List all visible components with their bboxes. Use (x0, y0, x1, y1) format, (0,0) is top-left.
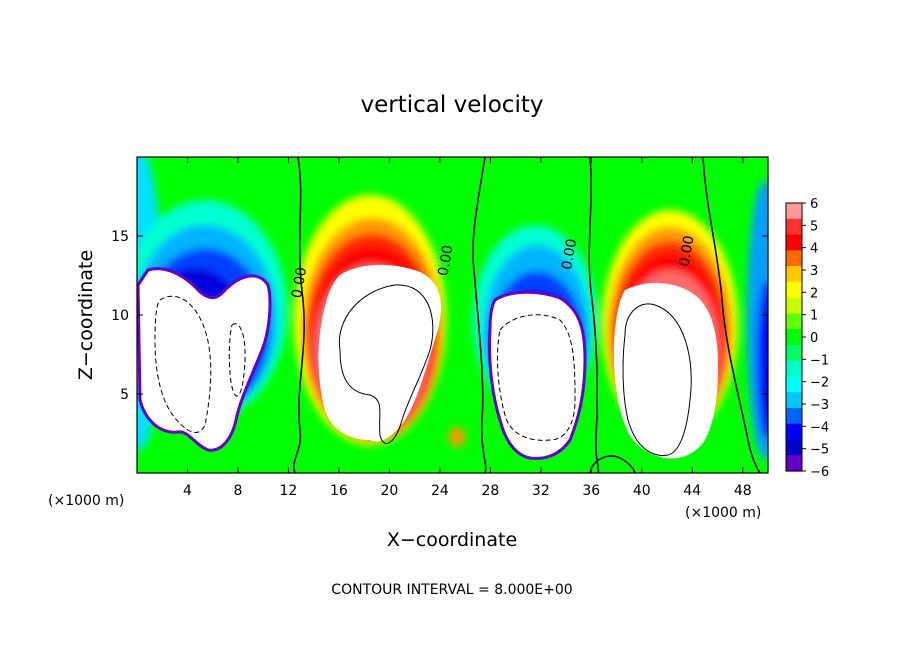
colorbar: 6 5 4 3 2 1 0 −1 −2 −3 −4 −5 −6 (785, 197, 829, 480)
colorbar-swatch (786, 360, 802, 378)
colorbar-tick-label: −3 (810, 398, 829, 413)
positive-contours (338, 284, 692, 456)
colorbar-swatch (786, 218, 802, 236)
colorbar-tick-label: −5 (810, 443, 829, 458)
zero-contours (293, 157, 761, 473)
contour-labels: 0.00 0.00 0.00 0.00 (289, 234, 698, 299)
y-tick-label: 15 (111, 229, 129, 245)
contour-label: 0.00 (676, 234, 697, 267)
y-tick-label: 10 (111, 308, 129, 324)
x-tick-label: 8 (233, 483, 242, 499)
y-ticks: 5 10 15 (111, 229, 768, 403)
colorbar-tick-label: 6 (810, 197, 818, 212)
colorbar-swatch (786, 329, 802, 346)
contour-label: 0.00 (289, 266, 310, 299)
x-tick-label: 44 (683, 483, 701, 499)
colorbar-swatch (786, 313, 802, 330)
x-tick-label: 40 (633, 483, 651, 499)
colorbar-swatch (786, 344, 802, 362)
colorbar-tick-label: −2 (810, 376, 829, 391)
colorbar-tick-label: 3 (810, 264, 818, 279)
contour-interval-note: CONTOUR INTERVAL = 8.000E+00 (331, 582, 572, 598)
colorbar-tick-label: 5 (810, 219, 818, 234)
chart-title: vertical velocity (361, 92, 544, 118)
x-tick-label: 36 (582, 483, 600, 499)
x-axis-label: X−coordinate (387, 529, 517, 551)
x-unit-label-right: (×1000 m) (685, 505, 761, 521)
x-tick-label: 4 (183, 483, 192, 499)
x-unit-label-left: (×1000 m) (48, 493, 124, 509)
colorbar-swatch (786, 423, 802, 441)
x-tick-label: 32 (532, 483, 550, 499)
colorbar-tick-label: 4 (810, 242, 818, 257)
colorbar-swatch (786, 234, 802, 251)
colorbar-tick-label: 1 (810, 309, 818, 324)
x-tick-label: 16 (330, 483, 348, 499)
colorbar-swatch (786, 266, 802, 283)
x-tick-label: 12 (280, 483, 298, 499)
y-axis-label: Z−coordinate (75, 250, 97, 380)
colorbar-swatch (786, 203, 802, 220)
contour-label: 0.00 (435, 244, 456, 277)
colorbar-swatch (786, 455, 802, 472)
colorbar-swatch (786, 250, 802, 267)
colorbar-swatch (786, 392, 802, 409)
colorbar-swatch (786, 439, 802, 456)
colorbar-swatch (786, 281, 802, 299)
colorbar-tick-label: 0 (810, 331, 818, 346)
x-tick-label: 24 (431, 483, 449, 499)
negative-contours (154, 295, 576, 441)
colorbar-tick-label: 2 (810, 286, 818, 301)
colorbar-swatch (786, 407, 802, 425)
x-ticks: 4 8 12 16 20 24 28 32 36 40 44 48 (183, 157, 752, 499)
colorbar-tick-label: −1 (810, 353, 829, 368)
x-tick-label: 20 (380, 483, 398, 499)
x-tick-label: 28 (481, 483, 499, 499)
color-field (137, 157, 768, 473)
x-tick-label: 48 (734, 483, 752, 499)
colorbar-swatch (786, 376, 802, 393)
y-tick-label: 5 (120, 387, 129, 403)
colorbar-swatch (786, 297, 802, 314)
colorbar-tick-label: −4 (810, 420, 829, 435)
colorbar-tick-label: −6 (810, 465, 829, 480)
contour-label: 0.00 (559, 238, 580, 271)
